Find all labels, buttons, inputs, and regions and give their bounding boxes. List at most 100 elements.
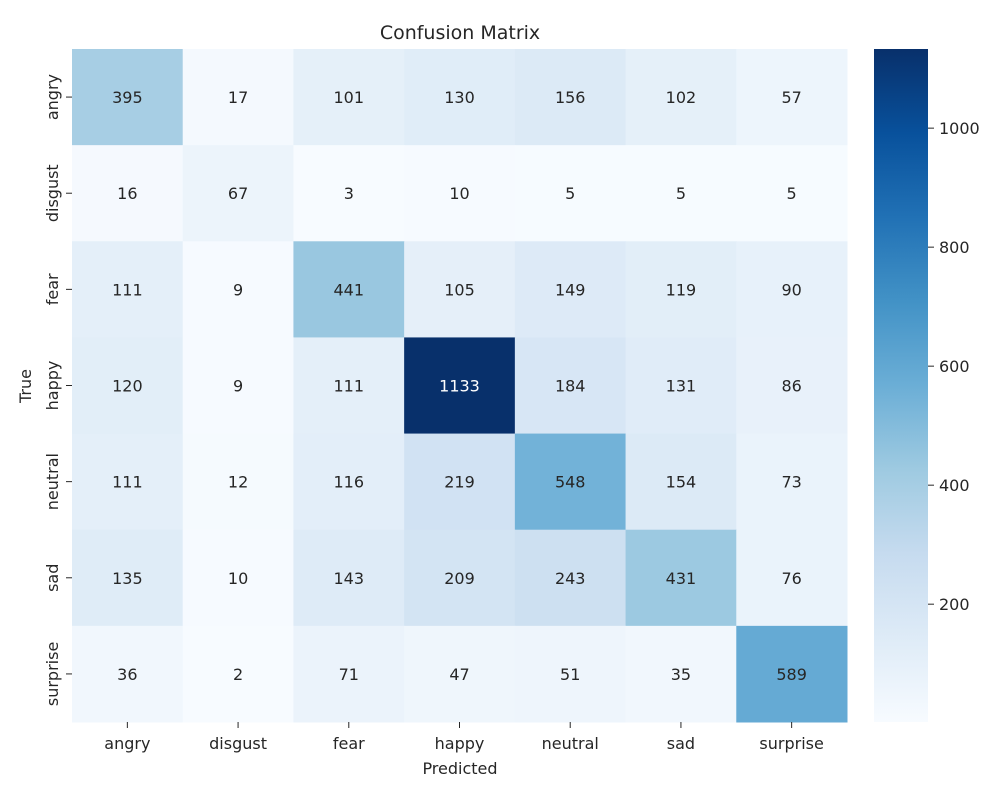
x-tick-label: neutral bbox=[542, 734, 599, 753]
heatmap-cell-fear-neutral bbox=[514, 241, 627, 338]
cell-value-label: 101 bbox=[334, 88, 365, 107]
heatmap-cell-neutral-disgust bbox=[182, 433, 294, 531]
heatmap-cell-fear-disgust bbox=[182, 241, 294, 338]
cell-value-label: 73 bbox=[781, 473, 801, 492]
heatmap-cell-happy-angry bbox=[72, 337, 184, 435]
colorbar-tick-label: 600 bbox=[939, 357, 970, 376]
cell-value-label: 209 bbox=[444, 569, 475, 588]
heatmap-cell-neutral-fear bbox=[293, 433, 405, 531]
cell-value-label: 90 bbox=[781, 280, 801, 299]
cell-value-label: 105 bbox=[444, 280, 475, 299]
y-axis-label: True bbox=[16, 369, 35, 404]
cell-value-label: 589 bbox=[776, 665, 807, 684]
cell-value-label: 395 bbox=[112, 88, 143, 107]
heatmap-cell-fear-fear bbox=[293, 241, 405, 338]
cell-value-label: 2 bbox=[233, 665, 243, 684]
cell-value-label: 10 bbox=[228, 569, 248, 588]
cell-value-label: 143 bbox=[334, 569, 365, 588]
heatmap-cell-happy-neutral bbox=[514, 337, 627, 435]
heatmap-cell-angry-fear bbox=[293, 49, 405, 146]
cell-value-label: 116 bbox=[334, 473, 365, 492]
cell-value-label: 47 bbox=[449, 665, 469, 684]
heatmap-cell-surprise-neutral bbox=[514, 625, 627, 723]
heatmap-cell-fear-angry bbox=[72, 241, 184, 338]
y-tick-label: surprise bbox=[43, 642, 62, 706]
heatmap-cell-disgust-neutral bbox=[514, 145, 627, 242]
heatmap-cell-disgust-angry bbox=[72, 145, 184, 242]
cell-value-label: 71 bbox=[339, 665, 359, 684]
cell-value-label: 548 bbox=[555, 473, 586, 492]
x-tick-label: happy bbox=[435, 734, 485, 753]
heatmap-cell-happy-disgust bbox=[182, 337, 294, 435]
heatmap-cell-angry-surprise bbox=[736, 49, 848, 146]
heatmap-cell-neutral-neutral bbox=[514, 433, 627, 531]
cell-value-label: 111 bbox=[112, 280, 143, 299]
heatmap-cell-angry-angry bbox=[72, 49, 184, 146]
colorbar-tick-label: 400 bbox=[939, 476, 970, 495]
heatmap-cell-angry-neutral bbox=[514, 49, 627, 146]
cell-value-label: 5 bbox=[565, 184, 575, 203]
cell-value-label: 131 bbox=[666, 377, 697, 396]
heatmap-cell-sad-fear bbox=[293, 529, 405, 627]
cell-value-label: 3 bbox=[344, 184, 354, 203]
heatmap-cell-sad-sad bbox=[625, 529, 737, 627]
cell-value-label: 184 bbox=[555, 377, 586, 396]
x-tick-label: angry bbox=[104, 734, 150, 753]
cell-value-label: 119 bbox=[666, 280, 697, 299]
cell-value-label: 243 bbox=[555, 569, 586, 588]
heatmap-cell-happy-sad bbox=[625, 337, 737, 435]
cell-value-label: 35 bbox=[671, 665, 691, 684]
x-tick-label: surprise bbox=[759, 734, 823, 753]
cell-value-label: 17 bbox=[228, 88, 248, 107]
heatmap-cell-happy-surprise bbox=[736, 337, 848, 435]
heatmap-cell-fear-sad bbox=[625, 241, 737, 338]
cell-value-label: 1133 bbox=[439, 377, 480, 396]
heatmap-cell-surprise-happy bbox=[404, 625, 516, 723]
cell-value-label: 441 bbox=[334, 280, 365, 299]
heatmap-cell-angry-disgust bbox=[182, 49, 294, 146]
x-axis-label: Predicted bbox=[422, 759, 497, 778]
heatmap-cell-disgust-disgust bbox=[182, 145, 294, 242]
heatmap-cell-disgust-surprise bbox=[736, 145, 848, 242]
heatmap-cell-sad-happy bbox=[404, 529, 516, 627]
heatmap-cell-surprise-disgust bbox=[182, 625, 294, 723]
colorbar-tick-label: 200 bbox=[939, 595, 970, 614]
cell-value-label: 120 bbox=[112, 377, 143, 396]
heatmap-cell-surprise-angry bbox=[72, 625, 184, 723]
cell-value-label: 36 bbox=[117, 665, 137, 684]
heatmap-cell-sad-disgust bbox=[182, 529, 294, 627]
heatmap-cell-neutral-sad bbox=[625, 433, 737, 531]
heatmap-cells bbox=[72, 49, 848, 723]
cell-value-label: 76 bbox=[781, 569, 801, 588]
heatmap-cell-disgust-happy bbox=[404, 145, 516, 242]
cell-value-label: 67 bbox=[228, 184, 248, 203]
y-tick-label: happy bbox=[43, 361, 62, 411]
cell-value-label: 9 bbox=[233, 377, 243, 396]
cell-value-label: 130 bbox=[444, 88, 475, 107]
colorbar: 200 400 600 800 1000 bbox=[874, 49, 980, 722]
cell-value-label: 154 bbox=[666, 473, 697, 492]
cell-value-label: 9 bbox=[233, 280, 243, 299]
heatmap-cell-fear-surprise bbox=[736, 241, 848, 338]
heatmap-cell-neutral-angry bbox=[72, 433, 184, 531]
colorbar-gradient bbox=[874, 49, 928, 722]
y-tick-label: neutral bbox=[43, 453, 62, 510]
y-axis-ticks: angry disgust fear happy neutral sad surprise bbox=[43, 74, 72, 706]
cell-value-label: 111 bbox=[112, 473, 143, 492]
cell-value-label: 57 bbox=[781, 88, 801, 107]
heatmap-cell-neutral-surprise bbox=[736, 433, 848, 531]
cell-value-label: 5 bbox=[787, 184, 797, 203]
x-axis-ticks: angry disgust fear happy neutral sad surprise bbox=[104, 722, 824, 753]
chart-title: Confusion Matrix bbox=[380, 22, 540, 44]
heatmap-cell-angry-sad bbox=[625, 49, 737, 146]
cell-value-label: 102 bbox=[666, 88, 697, 107]
x-tick-label: sad bbox=[667, 734, 695, 753]
cell-value-label: 86 bbox=[781, 377, 801, 396]
heatmap-cell-sad-neutral bbox=[514, 529, 627, 627]
cell-value-label: 12 bbox=[228, 473, 248, 492]
cell-value-label: 135 bbox=[112, 569, 143, 588]
y-tick-label: angry bbox=[43, 74, 62, 120]
colorbar-tick-label: 1000 bbox=[939, 119, 980, 138]
cell-value-label: 149 bbox=[555, 280, 586, 299]
